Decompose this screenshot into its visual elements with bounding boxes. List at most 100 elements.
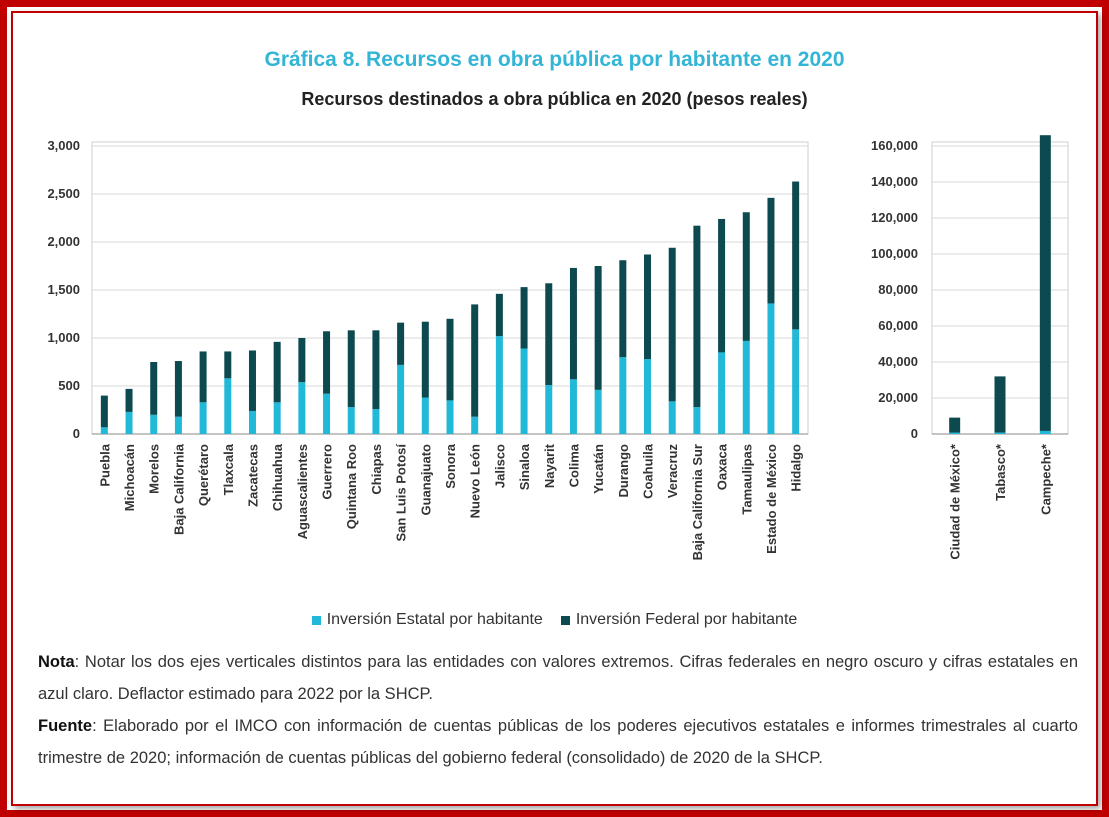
extreme-bar-estatal <box>1039 430 1051 434</box>
legend-swatch-estatal <box>311 615 321 625</box>
chart-subtitle: Recursos destinados a obra pública en 20… <box>301 89 808 109</box>
main-bar-federal <box>174 361 182 417</box>
legend-label-federal: Inversión Federal por habitante <box>575 611 798 628</box>
main-bar-estatal <box>594 389 602 434</box>
main-x-tick-label: Oaxaca <box>715 443 730 490</box>
main-bar-federal <box>397 322 405 365</box>
main-y-tick-label: 2,000 <box>47 234 80 249</box>
main-x-tick-label: Zacatecas <box>245 444 260 507</box>
legend: Inversión Estatal por habitante Inversió… <box>0 611 1109 629</box>
extreme-y-tick-label: 100,000 <box>871 246 918 261</box>
extreme-y-tick-label: 60,000 <box>878 318 918 333</box>
extreme-y-tick-label: 160,000 <box>871 138 918 153</box>
source-text: : Elaborado por el IMCO con información … <box>38 717 1078 767</box>
main-bar-federal <box>125 388 133 412</box>
main-bar-federal <box>446 318 454 401</box>
main-bar-federal <box>150 362 158 415</box>
main-bar-estatal <box>644 359 652 434</box>
chart-title: Gráfica 8. Recursos en obra pública por … <box>264 48 845 71</box>
main-x-tick-label: San Luis Potosí <box>394 444 409 542</box>
main-x-tick-label: Coahuila <box>641 443 656 499</box>
main-x-tick-label: Sonora <box>443 443 458 489</box>
main-bar-federal <box>421 321 429 398</box>
main-x-tick-label: Aguascalientes <box>295 444 310 539</box>
main-y-tick-label: 500 <box>58 378 80 393</box>
extreme-bar-federal <box>994 376 1006 433</box>
main-x-tick-label: Colima <box>566 443 581 487</box>
main-x-tick-label: Nuevo León <box>468 444 483 518</box>
main-bar-estatal <box>545 385 553 434</box>
main-bar-estatal <box>569 379 577 434</box>
extreme-y-tick-label: 20,000 <box>878 390 918 405</box>
extreme-x-tick-label: Ciudad de México* <box>948 443 963 560</box>
extreme-y-tick-label: 0 <box>911 426 918 441</box>
main-x-tick-label: Veracruz <box>665 444 680 499</box>
main-bar-estatal <box>397 364 405 434</box>
main-bar-federal <box>742 212 750 341</box>
extreme-y-tick-label: 80,000 <box>878 282 918 297</box>
main-x-tick-label: Chihuahua <box>270 443 285 511</box>
main-x-tick-label: Guanajuato <box>418 444 433 516</box>
note-paragraph: Nota: Notar los dos ejes verticales dist… <box>38 646 1078 710</box>
main-x-tick-label: Baja California <box>171 443 186 535</box>
note-label: Nota <box>38 653 75 671</box>
main-bar-federal <box>767 197 775 304</box>
main-bar-federal <box>323 331 331 394</box>
main-bar-federal <box>520 287 528 349</box>
main-x-tick-label: Yucatán <box>591 444 606 494</box>
main-bar-estatal <box>224 378 232 434</box>
main-bar-federal <box>693 225 701 408</box>
main-bar-estatal <box>174 416 182 434</box>
main-bar-federal <box>792 181 800 330</box>
main-bar-federal <box>718 218 726 353</box>
main-x-tick-label: Baja California Sur <box>690 444 705 560</box>
main-bar-estatal <box>718 352 726 434</box>
main-bar-estatal <box>767 303 775 434</box>
main-bar-estatal <box>446 400 454 434</box>
main-y-tick-label: 3,000 <box>47 138 80 153</box>
source-label: Fuente <box>38 717 93 735</box>
extreme-bar-estatal <box>949 432 961 434</box>
main-bar-estatal <box>742 340 750 434</box>
main-bar-estatal <box>323 393 331 434</box>
main-x-tick-label: Morelos <box>147 444 162 494</box>
main-x-tick-label: Michoacán <box>122 444 137 511</box>
extreme-y-tick-label: 40,000 <box>878 354 918 369</box>
main-x-tick-label: Durango <box>616 444 631 498</box>
main-bar-estatal <box>471 416 479 434</box>
main-bar-federal <box>569 267 577 380</box>
main-bar-chart: 0 500 1,000 1,500 2,000 2,500 3,000 Puebla Micho… <box>47 135 1069 560</box>
main-bar-estatal <box>100 427 108 434</box>
main-bar-federal <box>224 351 232 379</box>
legend-label-estatal: Inversión Estatal por habitante <box>326 611 543 628</box>
main-bar-federal <box>668 247 676 402</box>
extreme-x-tick-label: Tabasco* <box>993 443 1008 501</box>
main-x-tick-label: Tamaulipas <box>739 444 754 515</box>
main-y-tick-label: 0 <box>73 426 80 441</box>
main-bar-federal <box>644 254 652 360</box>
main-bar-federal <box>545 283 553 386</box>
main-x-tick-label: Quintana Roo <box>344 444 359 529</box>
main-bar-federal <box>594 266 602 390</box>
main-x-tick-label: Chiapas <box>369 444 384 495</box>
extreme-y-tick-label: 120,000 <box>871 210 918 225</box>
main-bar-estatal <box>668 401 676 434</box>
main-bar-federal <box>372 330 380 410</box>
source-paragraph: Fuente: Elaborado por el IMCO con inform… <box>38 710 1078 774</box>
main-bar-federal <box>347 330 355 408</box>
main-bar-federal <box>273 341 281 403</box>
main-bar-estatal <box>199 402 207 434</box>
main-x-tick-label: Hidalgo <box>789 444 804 492</box>
main-bar-estatal <box>248 410 256 434</box>
main-bar-federal <box>100 395 108 428</box>
main-bar-estatal <box>273 402 281 434</box>
extreme-x-tick-label: Campeche* <box>1038 443 1053 515</box>
main-bar-estatal <box>150 414 158 434</box>
extreme-bar-estatal <box>994 432 1006 434</box>
main-bar-federal <box>471 304 479 417</box>
legend-item-estatal: Inversión Estatal por habitante <box>311 611 543 629</box>
main-x-tick-label: Jalisco <box>492 444 507 488</box>
main-x-tick-label: Querétaro <box>196 444 211 506</box>
main-bar-estatal <box>495 336 503 434</box>
